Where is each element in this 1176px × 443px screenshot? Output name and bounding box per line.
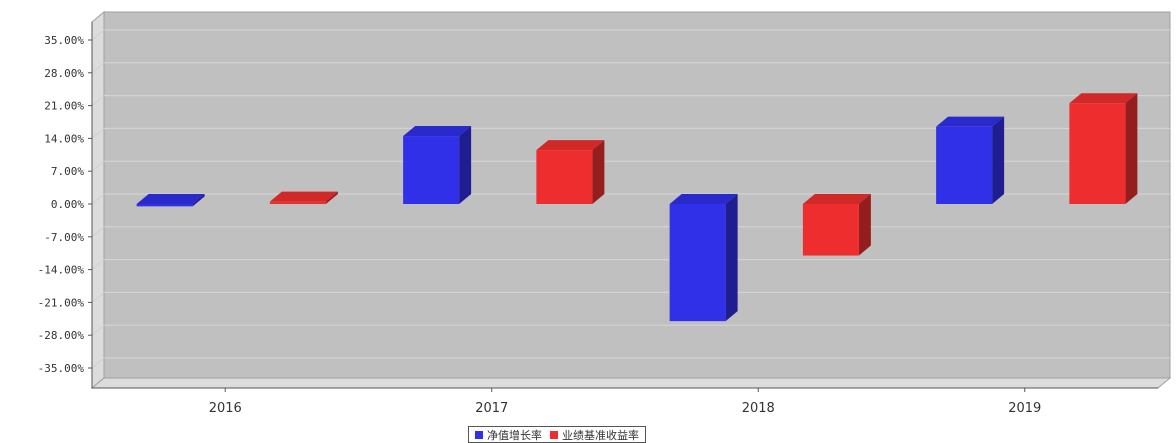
bar-front [136,204,193,207]
bar-top [1069,93,1138,104]
legend-swatch-net-value-growth [475,430,483,439]
grid-line-side [91,62,105,74]
legend: 净值增长率 业绩基准收益率 [468,426,646,443]
grid-line-side [91,95,105,106]
bar-side [858,194,871,256]
x-tick-label-2017: 2017 [475,401,508,416]
legend-label-net-value-growth: 净值增长率 [487,428,542,442]
x-tick-label-2018: 2018 [742,401,775,416]
y-tick-label: -21.00% [38,296,85,309]
bar-side [192,194,205,207]
y-tick-label: -28.00% [38,329,85,342]
bar-2018-series-0 [669,194,738,322]
y-tick-label: -7.00% [44,231,84,244]
bar-side [1125,93,1138,204]
bar-front [936,126,993,204]
bar-side [459,126,472,204]
bar-side [992,116,1005,204]
bar-front [1069,103,1126,204]
y-tick-label: 0.00% [51,198,84,211]
grid-line-side [91,29,105,41]
bar-2019-series-1 [1069,93,1138,204]
bar-2016-series-1 [269,191,338,204]
bar-2018-series-1 [802,194,871,256]
grid-line-side [91,357,105,369]
legend-item-benchmark-return: 业绩基准收益率 [550,427,639,443]
y-axis: 35.00% 28.00% 21.00% 14.00% 7.00% 0.00% -7.00%… [38,22,93,388]
bar-front [536,150,593,204]
bar-2019-series-0 [936,116,1005,204]
legend-label-benchmark-return: 业绩基准收益率 [562,428,639,442]
bar-2016-series-0 [136,194,205,207]
bar-front [669,204,726,322]
grid-line-side [91,324,105,336]
legend-swatch-benchmark-return [550,430,558,439]
bar-top [936,116,1005,127]
plot-floor [90,377,1172,389]
y-tick-label: -35.00% [38,362,85,375]
bar-top [269,191,338,202]
grid-line-side [91,226,105,238]
legend-item-net-value-growth: 净值增长率 [475,427,542,443]
bar-side [325,191,338,204]
bar-side [725,194,738,322]
x-axis: 2016 2017 2018 2019 [92,387,1158,416]
grid-line-side [91,292,105,303]
plot-back-wall [103,11,1171,379]
bar-2017-series-0 [403,126,472,204]
y-tick-label: 35.00% [44,34,84,47]
bar-top [136,194,205,204]
bar-2017-series-1 [536,140,605,204]
bar-front [802,204,859,256]
bar-front [269,201,326,204]
y-tick-label: -14.00% [38,264,85,277]
x-tick-label-2016: 2016 [209,401,242,416]
y-tick-label: 7.00% [51,165,84,178]
bar-top [536,140,605,151]
bar-top [669,194,738,204]
grid-line-side [91,259,105,270]
plot-area [90,10,1172,390]
bar-front [403,136,460,204]
grid-line-side [91,160,105,172]
bar-top [403,126,472,137]
y-tick-label: 14.00% [44,132,84,145]
y-tick-label: 21.00% [44,100,84,113]
bar-top [802,194,871,204]
grid-line-side [91,128,105,139]
y-tick-label: 28.00% [44,67,84,80]
bars [136,93,1138,322]
grid-line-side [91,193,105,205]
x-tick-label-2019: 2019 [1008,401,1041,416]
bar-side [592,140,605,204]
